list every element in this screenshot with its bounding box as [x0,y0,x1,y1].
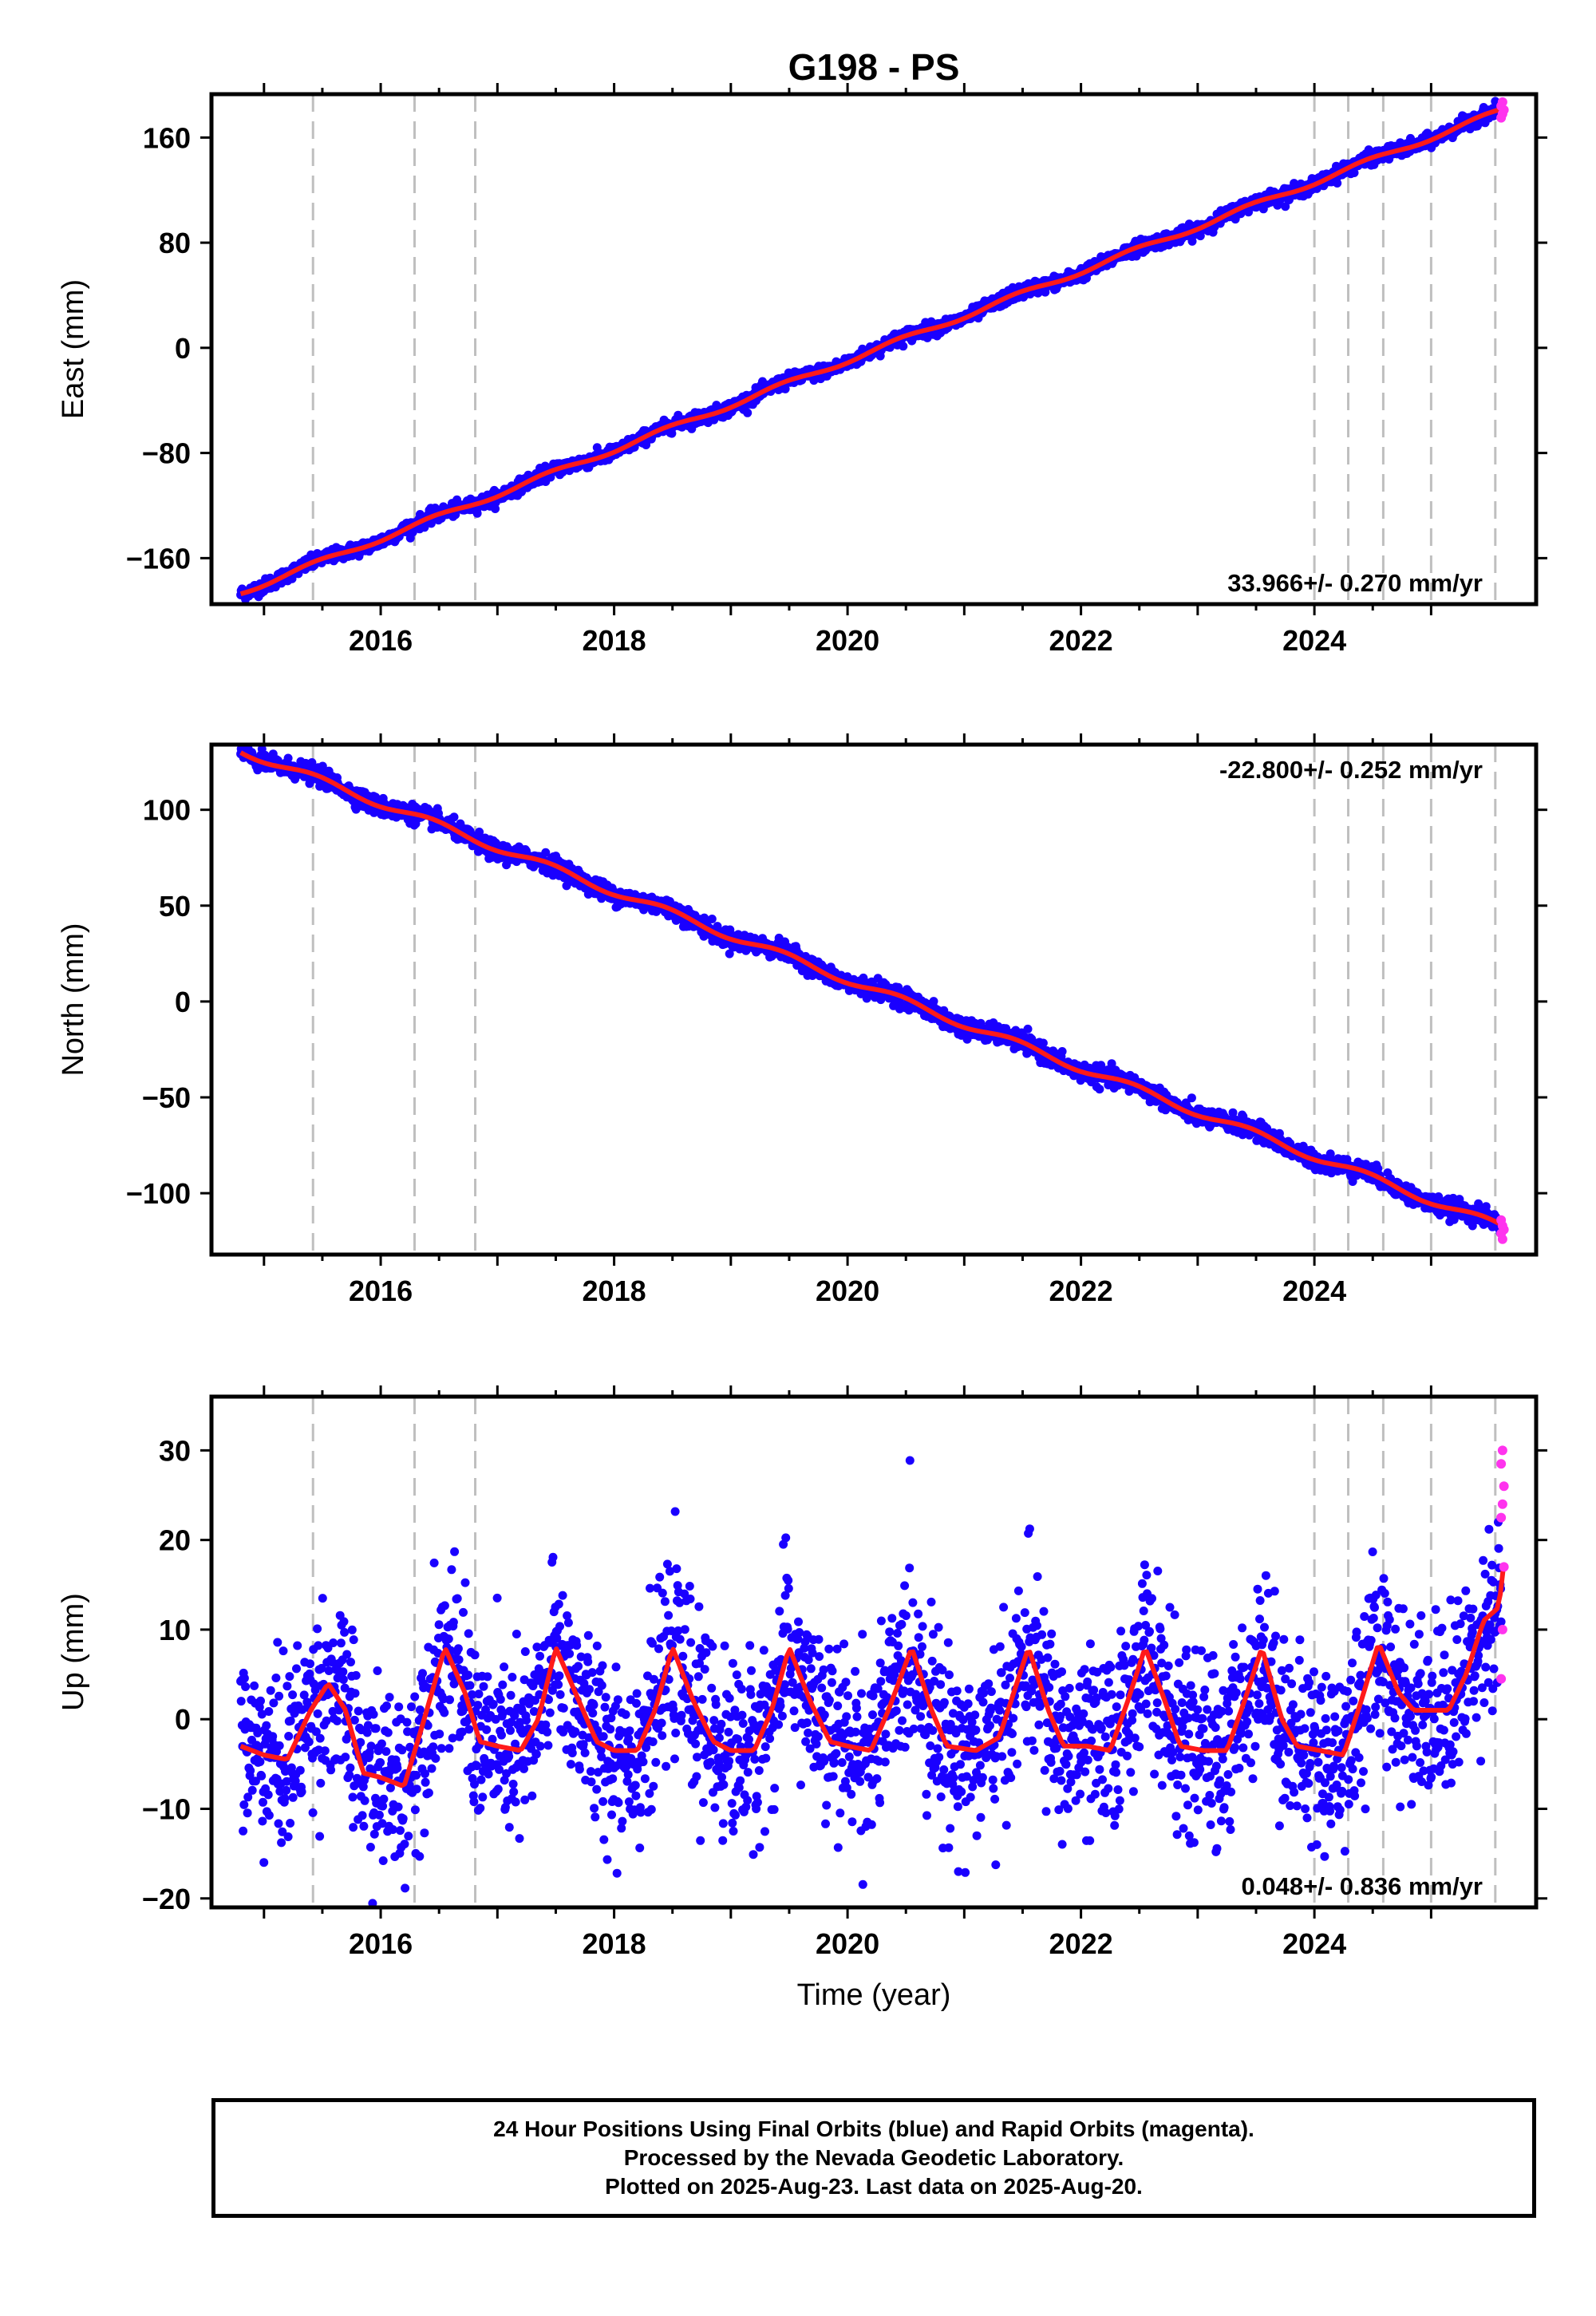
final-orbit-point [541,848,551,857]
x-tick-label: 2018 [583,624,646,657]
y-tick-label: 160 [143,121,191,154]
plot-frame [209,92,1539,607]
model-curve [239,106,1504,596]
y-tick-label: 0 [175,332,191,365]
x-tick-label: 2016 [349,624,413,657]
panel-east: 2016 2018 2020 2022 2024 −160 −80 0 80 160 East (m… [57,83,1547,657]
y-axis-label: East (mm) [57,279,90,419]
final-orbit-point [283,753,293,763]
final-orbit-point [1057,1047,1067,1056]
final-orbit-point [1107,1059,1116,1069]
final-orbit-point [725,949,734,958]
final-orbit-point [976,1018,986,1028]
final-orbit-point [1095,1085,1104,1094]
y-tick-label: −80 [142,437,191,470]
final-orbit-point [472,508,482,518]
y-tick-label: 80 [159,227,191,259]
rapid-orbit-point [1497,97,1507,107]
final-orbit-point [929,997,938,1006]
final-orbit-point [1187,236,1197,246]
x-tick-label: 2024 [1282,624,1346,657]
final-orbit-point [1187,1093,1196,1103]
x-tick-label: 2022 [1049,624,1113,657]
y-tick-label: −160 [126,542,191,575]
final-orbit-point [1281,202,1290,211]
figure-title: G198 - PS [788,46,960,88]
final-orbit-point [1096,1061,1106,1070]
plot-area-north [236,745,1509,1255]
final-orbit-point [1349,168,1359,177]
final-orbit-point [1038,1038,1048,1048]
final-orbit-point [1333,179,1342,188]
final-orbit-point [1023,1024,1033,1034]
final-orbit-point [743,408,753,417]
final-orbit-point [707,915,717,923]
rate-annotation: 33.966+/- 0.270 mm/yr [1227,569,1483,597]
final-orbit-point [491,504,500,513]
plot-area-east [236,94,1509,604]
x-tick-label: 2020 [816,624,879,657]
final-orbit-point [449,812,459,822]
final-orbit-point [899,342,908,351]
panels-group: 2016 2018 2020 2022 2024 −160 −80 0 80 160 East (m… [57,83,1547,2012]
